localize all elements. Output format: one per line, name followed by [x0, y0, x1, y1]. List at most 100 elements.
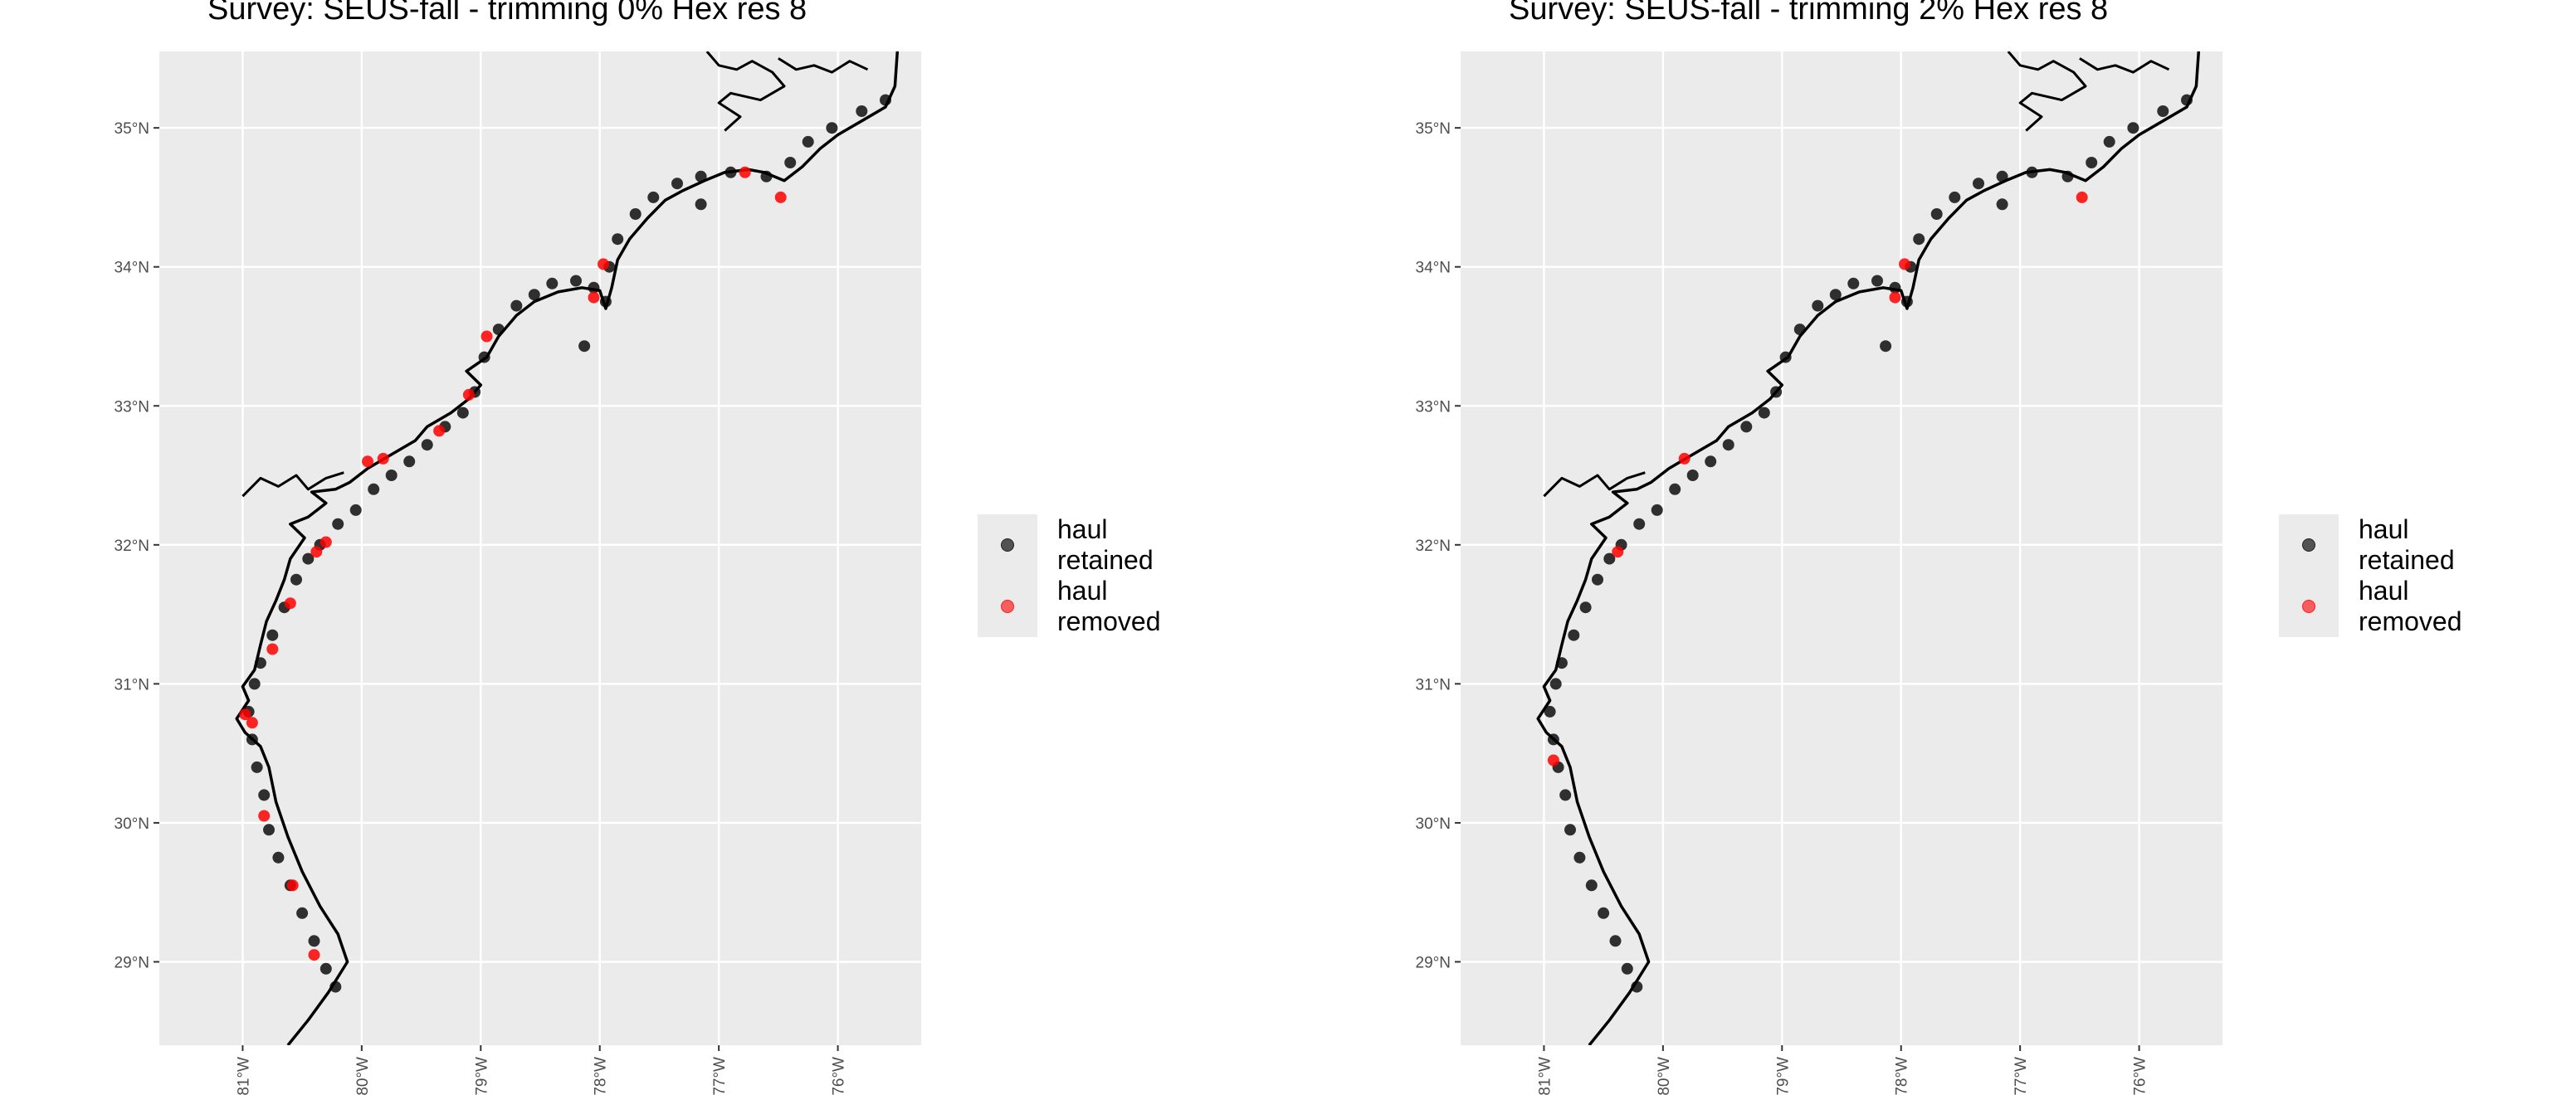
haul-retained-point	[248, 678, 261, 690]
haul-removed-point	[1678, 452, 1690, 465]
legend-dot-removed	[1001, 600, 1014, 613]
haul-removed-point	[2076, 191, 2088, 203]
map-panel-left: 29°N 30°N 31°N 32°N 33°N 34°N 35°N 81°W 80°W 79°W…	[115, 51, 921, 1095]
haul-removed-point	[286, 879, 299, 892]
haul-retained-point	[2157, 105, 2169, 117]
haul-retained-point	[826, 122, 838, 134]
coastline-inlet	[2007, 51, 2087, 132]
map-panel-right: 29°N 30°N 31°N 32°N 33°N 34°N 35°N 81°W 80°W 79°W…	[1416, 51, 2222, 1095]
haul-retained-point	[588, 281, 600, 294]
haul-retained-point	[368, 483, 380, 495]
haul-retained-point	[1564, 824, 1576, 836]
panel-background	[159, 51, 921, 1045]
x-tick-label: 79°W	[1774, 1057, 1792, 1095]
haul-retained-point	[1568, 629, 1580, 641]
haul-retained-point	[1889, 281, 1901, 294]
haul-retained-point	[599, 295, 612, 308]
coastline-inlet	[1543, 471, 1646, 498]
haul-retained-point	[478, 351, 490, 363]
coastline	[1536, 51, 2201, 1045]
legend-dot-retained	[2302, 538, 2315, 552]
x-tick-label: 77°W	[2013, 1057, 2030, 1095]
y-tick-label: 35°N	[1416, 120, 1451, 138]
haul-retained-point	[1686, 470, 1699, 481]
x-tick-label: 78°W	[593, 1057, 610, 1095]
haul-removed-point	[320, 536, 332, 548]
y-tick-label: 35°N	[115, 120, 149, 138]
haul-removed-point	[598, 258, 609, 270]
haul-retained-point	[254, 657, 266, 669]
x-tick-label: 80°W	[354, 1057, 372, 1095]
haul-retained-point	[1598, 907, 1610, 919]
haul-retained-point	[612, 233, 624, 246]
legend-label-retained: haul retained	[2359, 514, 2455, 575]
haul-retained-point	[1592, 573, 1603, 586]
coastline-path	[1536, 51, 2201, 1045]
haul-retained-point	[570, 275, 582, 287]
y-tick-label: 33°N	[115, 398, 149, 416]
haul-retained-point	[724, 166, 737, 178]
haul-removed-point	[239, 708, 251, 721]
haul-retained-point	[349, 504, 362, 516]
legend-dot-retained	[1001, 538, 1014, 552]
y-tick-label: 31°N	[115, 676, 149, 694]
haul-retained-point	[1812, 299, 1824, 312]
haul-retained-point	[403, 455, 416, 468]
haul-retained-point	[266, 629, 279, 641]
haul-retained-point	[332, 518, 344, 530]
haul-removed-point	[1899, 258, 1910, 270]
haul-retained-point	[456, 406, 469, 419]
haul-retained-point	[2181, 94, 2193, 106]
haul-retained-point	[1633, 518, 1646, 530]
haul-retained-point	[528, 289, 540, 301]
haul-removed-point	[246, 717, 258, 729]
haul-retained-point	[2086, 157, 2098, 168]
haul-removed-point	[284, 597, 296, 610]
haul-retained-point	[1631, 981, 1643, 993]
haul-removed-point	[310, 546, 323, 558]
coastline-inlet	[2079, 57, 2170, 74]
data-points	[239, 94, 891, 993]
haul-retained-point	[760, 170, 773, 182]
haul-retained-point	[1603, 552, 1616, 565]
haul-retained-point	[246, 733, 258, 746]
haul-removed-point	[1889, 291, 1901, 304]
haul-retained-point	[290, 573, 302, 586]
y-tick-label: 29°N	[115, 954, 149, 971]
haul-retained-point	[272, 851, 285, 864]
haul-removed-point	[308, 949, 320, 961]
haul-removed-point	[433, 425, 446, 437]
haul-retained-point	[385, 470, 398, 481]
haul-retained-point	[421, 439, 433, 451]
y-tick-label: 33°N	[1416, 398, 1451, 416]
haul-retained-point	[695, 170, 707, 182]
haul-removed-point	[774, 191, 787, 203]
y-tick-label: 32°N	[1416, 538, 1451, 555]
haul-retained-point	[1579, 601, 1592, 614]
haul-retained-point	[1829, 289, 1842, 301]
haul-retained-point	[2127, 122, 2139, 134]
legend-label-retained: haul retained	[1057, 514, 1154, 575]
haul-retained-point	[784, 157, 797, 168]
haul-removed-point	[362, 455, 373, 468]
haul-retained-point	[251, 761, 263, 773]
haul-retained-point	[1559, 789, 1572, 801]
legend-label-removed: haul removed	[2359, 576, 2462, 636]
haul-removed-point	[739, 166, 751, 178]
haul-retained-point	[1779, 351, 1792, 363]
haul-retained-point	[302, 552, 315, 565]
haul-retained-point	[2061, 170, 2074, 182]
haul-retained-point	[546, 277, 559, 290]
legend-key-retained	[2279, 514, 2339, 576]
haul-retained-point	[263, 824, 275, 836]
x-tick-label: 78°W	[1894, 1057, 1911, 1095]
haul-retained-point	[510, 299, 523, 312]
y-tick-label: 31°N	[1416, 676, 1451, 694]
x-tick-label: 81°W	[1536, 1057, 1554, 1095]
haul-retained-point	[1758, 406, 1770, 419]
haul-retained-point	[2026, 166, 2038, 178]
x-tick-label: 77°W	[711, 1057, 729, 1095]
y-tick-label: 29°N	[1416, 954, 1451, 971]
haul-retained-point	[1555, 657, 1568, 669]
haul-retained-point	[1705, 455, 1717, 468]
